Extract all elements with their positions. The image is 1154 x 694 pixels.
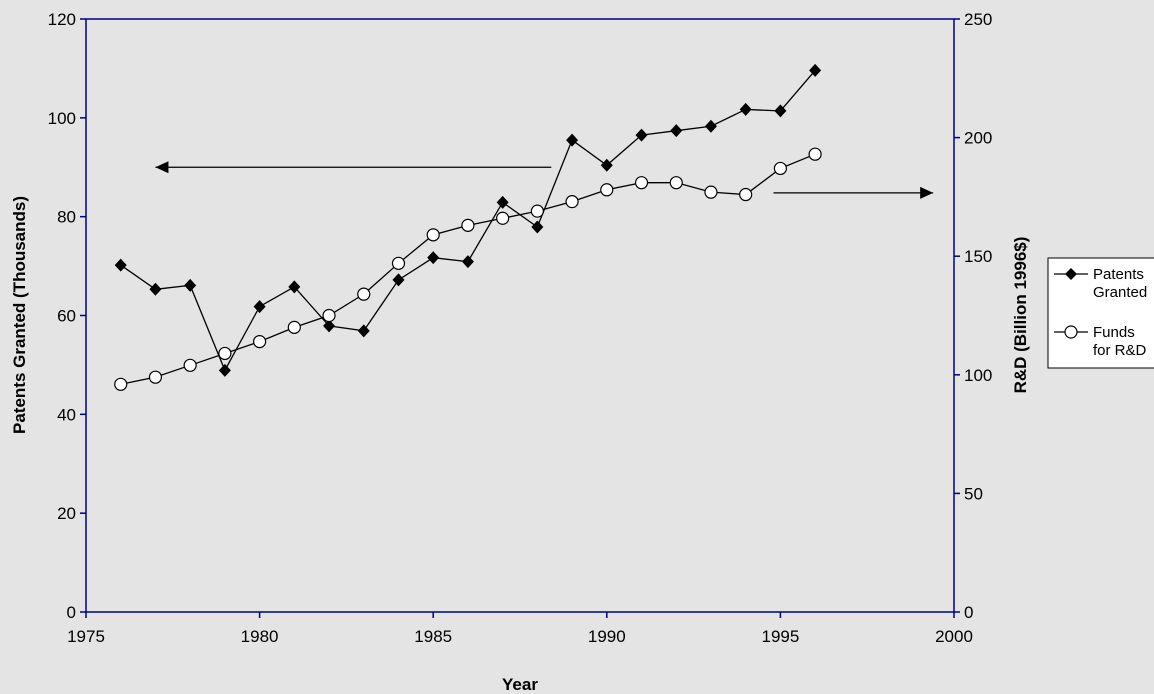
series-0-point-15 — [635, 128, 648, 142]
series-0-point-17 — [704, 119, 717, 133]
annotation-arrow-head-0 — [155, 161, 169, 174]
legend-box — [1047, 257, 1154, 369]
series-0-point-9 — [427, 251, 440, 265]
y-right-axis-title: R&D (Billion 1996$) — [1011, 237, 1030, 394]
series-0-point-16 — [670, 124, 683, 138]
series-1-point-2 — [183, 358, 197, 372]
plot-frame-group — [85, 18, 955, 613]
x-tick-label-0: 1975 — [67, 627, 105, 646]
legend: Patents Granted Funds for R&D — [1047, 257, 1154, 369]
x-tick-label-4: 1995 — [761, 627, 799, 646]
series-1-point-7 — [357, 287, 371, 301]
series-1-point-14 — [600, 183, 614, 197]
y-right-tick-label-5: 250 — [964, 10, 992, 29]
series-1-point-18 — [739, 187, 753, 202]
y-right-tick-label-2: 100 — [964, 366, 992, 385]
y-left-tick-label-2: 40 — [57, 405, 76, 424]
plot-area-frame — [85, 18, 955, 613]
legend-label-funds-line1: Funds — [1093, 324, 1135, 341]
series-1-point-8 — [391, 256, 406, 270]
y-left-tick-label-3: 60 — [57, 307, 76, 326]
y-right-tick-label-0: 0 — [964, 603, 973, 622]
series-1-point-12 — [530, 204, 544, 218]
series-1-point-9 — [426, 228, 440, 242]
y-left-axis-title: Patents Granted (Thousands) — [10, 196, 29, 434]
series-0-point-11 — [496, 195, 509, 209]
x-tick-label-5: 2000 — [935, 627, 973, 646]
annotation-arrows — [155, 161, 934, 199]
series-0-point-10 — [461, 255, 474, 269]
legend-label-patents-line1: Patents — [1093, 266, 1144, 283]
series-0-point-8 — [392, 273, 405, 287]
series-0-point-20 — [809, 63, 822, 77]
x-tick-label-2: 1985 — [414, 627, 452, 646]
x-axis-title: Year — [502, 675, 538, 694]
y-right-tick-label-4: 200 — [964, 129, 992, 148]
series-1-point-19 — [773, 161, 788, 176]
y-right-tick-label-3: 150 — [964, 247, 992, 266]
series-1-point-11 — [496, 211, 510, 225]
series-0-point-3 — [218, 363, 231, 377]
series-0-point-12 — [531, 220, 544, 234]
series-1-point-15 — [634, 176, 649, 190]
series-0-point-14 — [600, 158, 613, 172]
series-1-point-20 — [808, 147, 822, 161]
annotation-arrow-head-1 — [920, 186, 934, 199]
y-left-tick-label-4: 80 — [57, 208, 76, 227]
series-0-point-0 — [114, 258, 127, 272]
series-1-point-0 — [114, 377, 128, 391]
series-1-point-6 — [322, 308, 336, 323]
series-1-point-10 — [461, 218, 475, 232]
series-group — [114, 63, 822, 391]
y-left-tick-label-5: 100 — [48, 109, 76, 128]
y-left-tick-label-0: 0 — [67, 603, 76, 622]
series-1-point-5 — [287, 320, 301, 334]
legend-marker-funds — [1064, 325, 1078, 339]
series-0-point-19 — [774, 104, 787, 118]
y-right-tick-label-1: 50 — [964, 484, 983, 503]
legend-marker-patents — [1065, 268, 1077, 280]
series-1-point-4 — [253, 334, 267, 349]
series-1-point-17 — [704, 185, 718, 199]
y-right-axis-ticks: 0 50 100 150 200 250 — [954, 10, 992, 622]
series-0-point-6 — [323, 319, 336, 333]
legend-label-funds-line2: for R&D — [1093, 342, 1147, 359]
series-1-point-1 — [148, 370, 163, 384]
series-0-point-5 — [288, 280, 301, 294]
x-axis-ticks: 1975 1980 1985 1990 1995 2000 — [67, 612, 973, 646]
series-0-point-7 — [357, 324, 370, 338]
series-0-point-4 — [253, 300, 266, 314]
y-left-tick-label-6: 120 — [48, 10, 76, 29]
y-left-axis-ticks: 0 20 40 60 80 100 120 — [48, 10, 86, 622]
series-0-point-2 — [184, 278, 197, 292]
series-0-point-18 — [739, 102, 752, 116]
y-left-tick-label-1: 20 — [57, 504, 76, 523]
x-tick-label-1: 1980 — [241, 627, 279, 646]
legend-label-patents-line2: Granted — [1093, 284, 1147, 301]
x-tick-label-3: 1990 — [588, 627, 626, 646]
series-1-point-13 — [565, 195, 579, 209]
series-0-point-1 — [149, 282, 162, 296]
series-1-point-16 — [669, 176, 683, 190]
series-1-point-3 — [218, 346, 232, 361]
series-0-point-13 — [566, 133, 579, 147]
